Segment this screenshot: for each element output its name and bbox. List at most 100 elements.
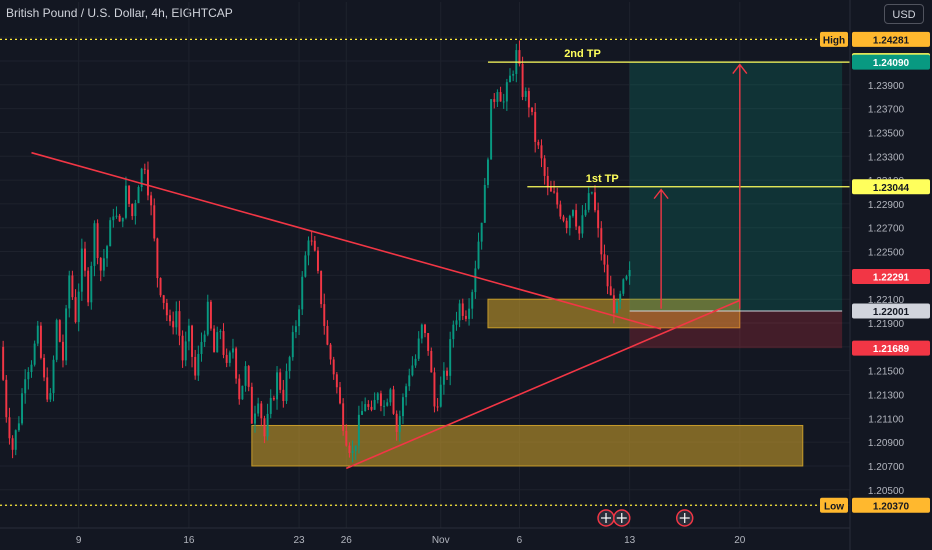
candle-body — [430, 350, 433, 373]
price-label: 1.24090 — [873, 58, 910, 69]
candle-body — [348, 445, 351, 453]
candle-body — [509, 75, 511, 83]
candle-body — [420, 324, 423, 339]
candle-body — [90, 265, 93, 303]
price-tick-label: 1.22700 — [868, 224, 905, 235]
candle-body — [483, 184, 486, 223]
candle-body — [342, 403, 345, 431]
candle-body — [71, 275, 74, 298]
candle-body — [571, 210, 574, 216]
price-label: 1.22291 — [873, 272, 910, 283]
candle-body — [367, 404, 370, 407]
candle-body — [323, 304, 326, 326]
candle-body — [52, 359, 55, 394]
price-label: 1.24281 — [873, 35, 910, 46]
candle-body — [398, 416, 401, 432]
candle-body — [187, 325, 190, 342]
candle-body — [43, 357, 46, 378]
price-tick-label: 1.21900 — [868, 319, 905, 330]
price-tick-label: 1.20500 — [868, 486, 905, 497]
candle-body — [527, 91, 530, 108]
price-tick-label: 1.22500 — [868, 248, 905, 259]
candle-body — [84, 248, 86, 271]
candle-body — [376, 393, 379, 400]
candle-body — [301, 276, 304, 310]
candle-body — [521, 63, 524, 97]
candle-body — [222, 331, 225, 355]
price-label: Low — [824, 501, 844, 512]
candle-body — [559, 204, 562, 217]
time-axis[interactable]: 9 16 23 26 Nov 6 13 20 — [0, 527, 850, 546]
price-tick-label: 1.23300 — [868, 152, 905, 163]
take-profit-label: 1st TP — [586, 173, 619, 185]
candle-body — [30, 364, 33, 372]
candle-body — [178, 311, 181, 336]
candle-body — [531, 107, 534, 112]
candle-body — [128, 185, 131, 205]
candle-body — [282, 389, 285, 401]
candle-body — [590, 192, 593, 194]
candle-body — [109, 220, 112, 247]
candle-body — [612, 295, 615, 313]
candle-body — [99, 257, 102, 271]
candle-body — [169, 315, 171, 322]
target-arrow-head — [732, 63, 748, 74]
candle-body — [150, 195, 153, 206]
candle-body — [191, 325, 194, 357]
candle-body — [427, 333, 430, 351]
candle-body — [354, 445, 357, 451]
candle-body — [609, 286, 612, 296]
candle-body — [364, 404, 367, 412]
time-tick-label: 16 — [183, 535, 195, 546]
candle-body — [524, 91, 527, 97]
supply-demand-zone — [251, 424, 804, 467]
candle-body — [471, 292, 474, 309]
price-tick-label: 1.20900 — [868, 438, 905, 449]
candle-body — [594, 192, 596, 211]
candle-body — [269, 397, 272, 414]
candle-body — [115, 215, 118, 217]
candle-body — [335, 374, 338, 388]
price-label: 1.22001 — [873, 307, 910, 318]
candle-body — [587, 193, 590, 210]
candle-body — [235, 348, 238, 379]
time-tick-label: 26 — [341, 535, 353, 546]
price-tick-label: 1.23700 — [868, 105, 905, 116]
candle-body — [316, 250, 319, 271]
price-label-bg — [852, 179, 930, 195]
price-label-bg — [820, 31, 848, 47]
candle-body — [414, 358, 417, 366]
candle-body — [581, 215, 584, 234]
price-tick-label: 1.22100 — [868, 295, 905, 306]
currency-button[interactable]: USD — [884, 4, 924, 24]
candle-body — [449, 339, 452, 376]
candle-body — [74, 297, 77, 323]
candle-body — [276, 372, 279, 400]
candle-body — [27, 371, 30, 380]
candle-body — [231, 348, 234, 353]
candle-body — [219, 331, 222, 333]
drawings[interactable]: 2nd TP 1st TP — [0, 38, 850, 527]
candle-body — [339, 387, 341, 404]
candle-body — [622, 279, 625, 294]
candle-body — [298, 309, 301, 327]
candle-body — [49, 393, 52, 400]
target-arrow-head — [653, 188, 669, 200]
candle-body — [619, 293, 622, 302]
candle-body — [446, 370, 449, 376]
candle-body — [401, 397, 404, 417]
candle-body — [238, 378, 241, 400]
candle-body — [405, 386, 408, 398]
price-tick-label: 1.21100 — [868, 414, 904, 425]
time-tick-label: 9 — [76, 535, 82, 546]
candle-body — [512, 73, 515, 76]
candle-body — [216, 332, 219, 353]
candle-body — [452, 324, 455, 340]
candle-body — [162, 295, 165, 303]
candle-body — [55, 320, 58, 360]
candle-body — [153, 205, 156, 239]
candle-body — [14, 430, 17, 450]
candle-body — [313, 240, 316, 251]
candle-body — [584, 209, 587, 216]
